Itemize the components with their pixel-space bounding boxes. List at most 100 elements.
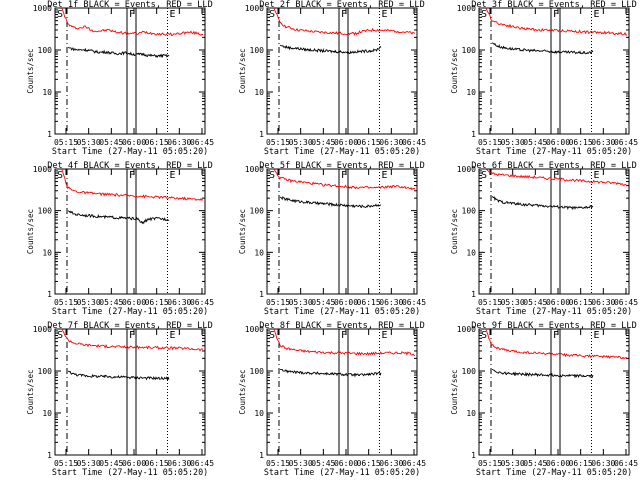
x-tick-label: 06:15: [569, 138, 593, 147]
y-tick-label: 100: [462, 207, 477, 216]
end-marker-label: E: [594, 330, 600, 341]
plot-frame: [478, 7, 630, 135]
start-marker-label: S: [481, 170, 487, 181]
x-tick-label: 05:15: [54, 298, 78, 307]
flare-marker-label: F: [129, 170, 135, 181]
y-tick-label: 1000: [457, 325, 476, 334]
events-series-line: [279, 368, 382, 378]
flare-marker-label: F: [553, 170, 559, 181]
x-tick-label: 06:15: [569, 459, 593, 468]
x-tick-label: 05:15: [54, 138, 78, 147]
x-tick-label: 05:45: [523, 298, 547, 307]
x-tick-label: 05:45: [311, 298, 335, 307]
chart-panel: Det 4f BLACK = Events, RED = LLD 1 10 100 10…: [26, 161, 214, 316]
y-tick-label: 1: [471, 451, 476, 460]
flare-marker-label: F: [341, 170, 347, 181]
end-marker-label: E: [382, 170, 388, 181]
start-marker-label: S: [269, 9, 275, 20]
y-tick-label: 10: [42, 88, 52, 97]
x-tick-label: 06:00: [546, 298, 570, 307]
y-tick-label: 100: [462, 367, 477, 376]
plot-frame: [266, 7, 418, 135]
y-tick-label: 1000: [33, 165, 52, 174]
end-marker-label: E: [170, 9, 176, 20]
y-axis-label: Counts/sec: [238, 48, 247, 93]
lld-series-line: [485, 168, 628, 187]
chart-title: Det 8f BLACK = Events, RED = LLD: [259, 321, 425, 331]
events-series-line: [279, 44, 382, 54]
x-tick-label: 06:00: [122, 298, 146, 307]
chart-title: Det 1f BLACK = Events, RED = LLD: [47, 0, 213, 10]
x-tick-label: 06:30: [591, 298, 615, 307]
x-tick-label: 06:45: [614, 459, 638, 468]
end-marker-label: E: [594, 9, 600, 20]
x-tick-label: 06:00: [546, 138, 570, 147]
plot-frame: [54, 328, 206, 456]
y-axis-label: Counts/sec: [238, 369, 247, 414]
x-tick-label: 05:30: [77, 298, 101, 307]
x-tick-label: 05:15: [54, 459, 78, 468]
events-series-line: [279, 196, 382, 209]
end-marker-label: E: [170, 330, 176, 341]
x-tick-label: 06:15: [357, 298, 381, 307]
x-tick-label: 05:30: [77, 459, 101, 468]
x-tick-label: 06:30: [167, 298, 191, 307]
y-tick-label: 100: [38, 46, 53, 55]
y-axis-label: Counts/sec: [450, 369, 459, 414]
x-tick-label: 06:15: [145, 138, 169, 147]
x-tick-label: 05:30: [289, 298, 313, 307]
y-tick-label: 100: [250, 46, 265, 55]
x-tick-label: 06:15: [357, 459, 381, 468]
x-tick-label: 06:30: [379, 459, 403, 468]
y-tick-label: 1000: [457, 4, 476, 13]
end-marker-label: E: [382, 9, 388, 20]
x-axis-label: Start Time (27-May-11 05:05:20): [52, 306, 208, 316]
lld-series-line: [273, 328, 416, 356]
y-axis-label: Counts/sec: [450, 48, 459, 93]
y-tick-label: 1000: [457, 165, 476, 174]
x-tick-label: 05:15: [478, 138, 502, 147]
chart-panel: Det 8f BLACK = Events, RED = LLD 1 10 100 10…: [238, 321, 426, 477]
x-axis-label: Start Time (27-May-11 05:05:20): [264, 146, 420, 156]
chart-panel: Det 5f BLACK = Events, RED = LLD 1 10 100 10…: [238, 161, 426, 316]
chart-title: Det 3f BLACK = Events, RED = LLD: [471, 0, 637, 10]
y-axis-label: Counts/sec: [26, 369, 35, 414]
y-tick-label: 1: [471, 130, 476, 139]
y-tick-label: 1: [259, 290, 264, 299]
y-tick-label: 1: [471, 290, 476, 299]
flare-marker-label: F: [553, 330, 559, 341]
x-tick-label: 06:45: [614, 298, 638, 307]
x-tick-label: 06:45: [402, 459, 426, 468]
y-tick-label: 1000: [33, 4, 52, 13]
x-tick-label: 05:45: [311, 459, 335, 468]
x-tick-label: 06:30: [167, 138, 191, 147]
lld-series-line: [61, 168, 204, 201]
y-tick-label: 10: [42, 409, 52, 418]
x-tick-label: 05:15: [266, 138, 290, 147]
x-axis-label: Start Time (27-May-11 05:05:20): [264, 306, 420, 316]
events-series-line: [491, 196, 594, 211]
x-tick-label: 06:45: [190, 298, 214, 307]
y-tick-label: 10: [466, 88, 476, 97]
chart-panel: Det 9f BLACK = Events, RED = LLD 1 10 100 10…: [450, 321, 638, 477]
y-axis-label: Counts/sec: [26, 48, 35, 93]
y-tick-label: 100: [462, 46, 477, 55]
plot-frame: [54, 7, 206, 135]
lld-series-line: [485, 7, 628, 36]
y-tick-label: 1: [259, 130, 264, 139]
x-tick-label: 05:15: [478, 298, 502, 307]
chart-title: Det 5f BLACK = Events, RED = LLD: [259, 161, 425, 171]
x-tick-label: 06:45: [402, 298, 426, 307]
chart-title: Det 7f BLACK = Events, RED = LLD: [47, 321, 213, 331]
x-tick-label: 06:15: [569, 298, 593, 307]
lld-series-line: [61, 7, 204, 37]
y-tick-label: 10: [42, 248, 52, 257]
x-axis-label: Start Time (27-May-11 05:05:20): [52, 146, 208, 156]
start-marker-label: S: [57, 330, 63, 341]
y-tick-label: 10: [466, 248, 476, 257]
chart-title: Det 9f BLACK = Events, RED = LLD: [471, 321, 637, 331]
flare-marker-label: F: [129, 9, 135, 20]
events-series-line: [491, 42, 594, 55]
y-tick-label: 100: [250, 367, 265, 376]
